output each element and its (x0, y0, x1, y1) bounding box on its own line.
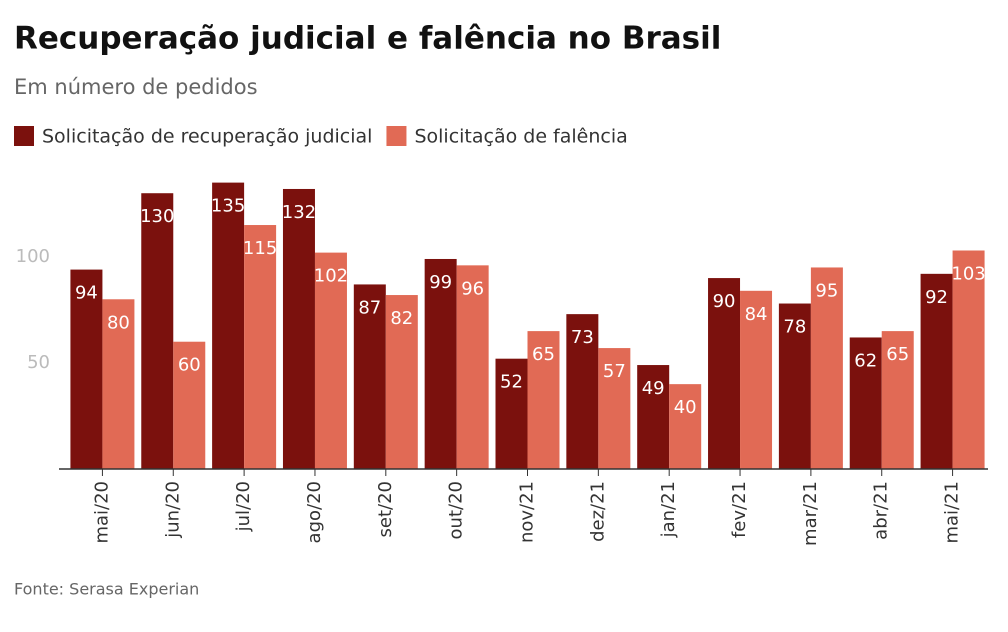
chart-subtitle: Em número de pedidos (14, 75, 258, 99)
x-tick-label: nov/21 (517, 481, 538, 543)
bar (141, 193, 174, 469)
y-tick-label: 100 (16, 246, 50, 267)
data-label: 95 (815, 280, 838, 301)
data-label: 99 (429, 272, 452, 293)
data-label: 132 (282, 202, 316, 223)
data-label: 65 (532, 344, 555, 365)
bar (282, 188, 315, 469)
x-tick-label: mai/21 (942, 481, 963, 544)
bar (708, 278, 741, 469)
data-label: 135 (211, 196, 245, 217)
bar (849, 337, 882, 469)
bar (102, 299, 135, 469)
data-label: 84 (745, 304, 768, 325)
bar (424, 258, 457, 469)
x-tick-label: mai/20 (91, 481, 112, 544)
x-tick-label: abr/21 (871, 481, 892, 540)
x-tick-label: dez/21 (587, 481, 608, 542)
legend-label: Solicitação de falência (414, 126, 627, 148)
bar (212, 182, 245, 469)
bar (778, 303, 811, 469)
data-label: 90 (713, 291, 736, 312)
data-label: 65 (886, 344, 909, 365)
bar (314, 252, 347, 469)
x-tick-label: jul/20 (233, 481, 254, 532)
data-label: 130 (140, 206, 174, 227)
bar (173, 341, 206, 469)
data-label: 49 (642, 378, 665, 399)
bar (920, 273, 953, 469)
data-label: 82 (390, 308, 413, 329)
bar (385, 295, 418, 469)
data-label: 78 (783, 317, 806, 338)
bar (566, 314, 599, 469)
chart-title: Recuperação judicial e falência no Brasi… (14, 21, 721, 57)
bar (495, 358, 528, 469)
data-label: 57 (603, 361, 626, 382)
bar (353, 284, 386, 469)
bar (740, 290, 773, 469)
data-label: 87 (358, 297, 381, 318)
data-label: 80 (107, 312, 130, 333)
x-tick-label: out/20 (446, 481, 467, 539)
y-tick-label: 50 (27, 352, 50, 373)
x-tick-label: set/20 (375, 481, 396, 537)
data-label: 40 (674, 397, 697, 418)
legend-swatch (386, 126, 407, 146)
legend-swatch (14, 126, 34, 146)
x-tick-label: jan/21 (658, 481, 679, 538)
bar (952, 250, 985, 469)
legend-label: Solicitação de recuperação judicial (42, 126, 372, 148)
bar (637, 365, 670, 469)
bar (456, 265, 489, 469)
x-tick-label: mar/21 (800, 481, 821, 546)
bar (70, 269, 103, 469)
bar (244, 225, 277, 469)
bar (669, 384, 702, 469)
data-label: 102 (314, 266, 348, 287)
bar (810, 267, 843, 469)
data-label: 62 (854, 350, 877, 371)
data-label: 94 (75, 283, 98, 304)
bar (527, 331, 560, 469)
data-label: 52 (500, 372, 523, 393)
data-label: 103 (951, 263, 985, 284)
source: Fonte: Serasa Experian (14, 580, 199, 599)
data-label: 115 (243, 238, 277, 259)
data-label: 60 (178, 355, 201, 376)
x-tick-label: ago/20 (304, 481, 325, 543)
bar (598, 348, 631, 469)
data-label: 92 (925, 287, 948, 308)
data-label: 96 (461, 278, 484, 299)
bar (881, 331, 914, 469)
x-tick-label: jun/20 (162, 481, 183, 539)
data-label: 73 (571, 327, 594, 348)
x-tick-label: fev/21 (729, 481, 750, 538)
